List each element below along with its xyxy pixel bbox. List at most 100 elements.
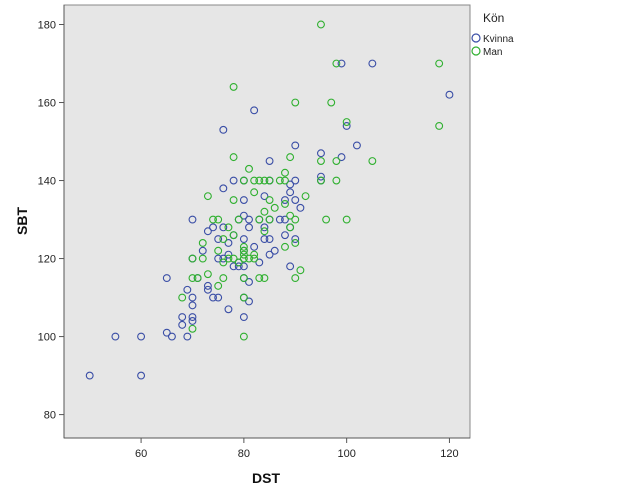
data-point-man xyxy=(250,254,259,263)
data-point-kvinna xyxy=(85,371,94,380)
data-point-kvinna xyxy=(203,285,212,294)
data-point-man xyxy=(214,281,223,290)
data-point-man xyxy=(255,274,264,283)
data-point-kvinna xyxy=(265,235,274,244)
data-point-man xyxy=(219,274,228,283)
series-man xyxy=(178,20,444,341)
data-point-man xyxy=(219,258,228,267)
data-point-man xyxy=(281,176,289,185)
data-point-man xyxy=(301,192,310,201)
x-tick-label: 100 xyxy=(337,448,355,460)
data-point-kvinna xyxy=(317,172,325,181)
data-point-man xyxy=(198,239,207,247)
data-point-man xyxy=(188,254,197,263)
data-point-kvinna xyxy=(162,328,171,337)
data-point-man xyxy=(281,168,289,177)
x-tick-label: 120 xyxy=(440,448,458,460)
data-point-man xyxy=(332,59,341,68)
data-point-kvinna xyxy=(281,215,289,224)
data-point-man xyxy=(239,254,248,263)
data-point-kvinna xyxy=(337,153,346,162)
data-point-man xyxy=(229,254,238,263)
data-point-man xyxy=(327,98,336,107)
data-point-kvinna xyxy=(239,313,248,322)
data-point-kvinna xyxy=(296,203,305,212)
data-point-man xyxy=(281,199,289,208)
data-point-kvinna xyxy=(260,223,269,232)
data-point-man xyxy=(250,250,259,259)
data-point-kvinna xyxy=(178,320,187,329)
data-point-kvinna xyxy=(286,188,295,197)
data-point-kvinna xyxy=(137,332,146,341)
data-point-man xyxy=(435,121,444,130)
data-point-man xyxy=(209,215,217,224)
data-point-kvinna xyxy=(167,332,176,341)
series-kvinna xyxy=(85,59,454,380)
data-point-man xyxy=(270,203,279,212)
data-point-kvinna xyxy=(260,235,269,244)
legend-label-kvinna: Kvinna xyxy=(483,34,514,45)
data-point-kvinna xyxy=(188,317,197,325)
data-point-kvinna xyxy=(255,258,264,267)
data-point-man xyxy=(286,153,295,162)
axes xyxy=(63,5,470,439)
data-point-man xyxy=(368,157,377,165)
data-point-man xyxy=(265,196,274,204)
data-point-man xyxy=(332,176,341,185)
data-point-kvinna xyxy=(178,313,187,322)
data-point-man xyxy=(239,274,248,283)
data-point-kvinna xyxy=(224,305,233,314)
data-point-man xyxy=(296,266,305,275)
data-point-man xyxy=(234,258,243,267)
data-point-man xyxy=(224,254,233,263)
data-point-kvinna xyxy=(245,297,253,306)
data-point-man xyxy=(291,215,300,224)
data-point-kvinna xyxy=(162,274,171,283)
x-tick-label: 60 xyxy=(135,448,147,460)
data-point-man xyxy=(317,157,325,165)
data-point-man xyxy=(286,223,295,232)
data-point-kvinna xyxy=(265,250,274,259)
legend: Kön Kvinna Man xyxy=(471,11,514,58)
data-point-kvinna xyxy=(224,250,233,259)
data-point-kvinna xyxy=(291,196,300,204)
data-point-man xyxy=(214,215,223,224)
data-point-kvinna xyxy=(245,215,253,224)
data-point-kvinna xyxy=(291,235,300,244)
data-point-kvinna xyxy=(219,184,228,193)
data-point-man xyxy=(291,239,300,247)
data-point-kvinna xyxy=(219,254,228,263)
data-point-kvinna xyxy=(250,106,259,115)
data-point-man xyxy=(229,82,238,91)
data-point-kvinna xyxy=(250,242,259,251)
data-point-man xyxy=(250,188,259,197)
y-tick-label: 120 xyxy=(38,254,56,266)
data-point-man xyxy=(317,176,325,185)
data-point-kvinna xyxy=(445,90,454,99)
x-axis-title: DST xyxy=(252,470,280,484)
data-point-kvinna xyxy=(291,176,300,185)
data-point-kvinna xyxy=(352,141,361,150)
data-point-man xyxy=(322,215,331,224)
data-point-kvinna xyxy=(291,141,300,150)
data-point-kvinna xyxy=(214,293,223,302)
data-point-kvinna xyxy=(188,215,197,224)
data-point-man xyxy=(317,20,325,29)
legend-marker-man xyxy=(471,46,481,56)
data-points xyxy=(85,20,454,380)
data-point-man xyxy=(203,192,212,201)
legend-title: Kön xyxy=(483,11,504,25)
data-point-kvinna xyxy=(229,262,238,271)
data-point-man xyxy=(234,215,243,224)
data-point-man xyxy=(239,332,248,341)
data-point-man xyxy=(188,274,197,283)
x-tick-label: 80 xyxy=(238,448,250,460)
data-point-kvinna xyxy=(265,157,274,165)
data-point-man xyxy=(435,59,444,68)
data-point-kvinna xyxy=(188,293,197,302)
data-point-kvinna xyxy=(245,278,253,286)
y-tick-label: 160 xyxy=(38,98,56,110)
data-point-kvinna xyxy=(337,59,346,68)
data-point-man xyxy=(245,254,253,263)
